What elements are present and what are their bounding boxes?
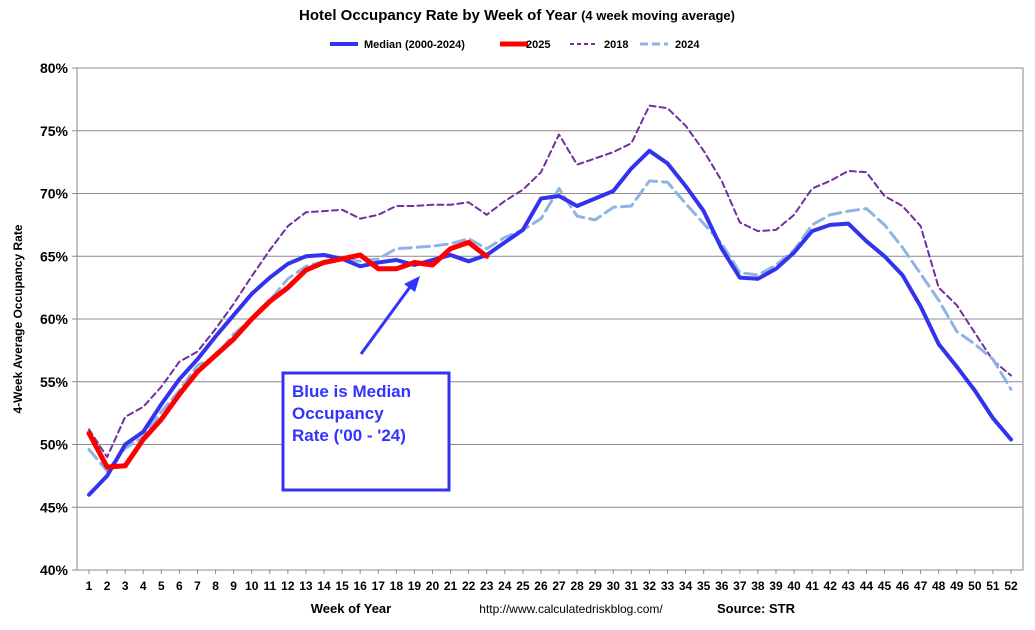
series-line-median-2000-2024 [87,148,1013,497]
annotation-arrow-line [359,286,412,355]
x-tick-label: 24 [498,579,512,593]
y-tick-label: 75% [40,123,69,139]
annotation: Blue is Median Occupancy Rate ('00 - '24) [281,276,451,492]
x-tick-label: 41 [805,579,819,593]
x-tick-label: 50 [968,579,982,593]
y-tick-label: 60% [40,311,69,327]
x-tick-label: 8 [212,579,219,593]
series-line-2024 [87,179,1013,473]
x-tick-label: 14 [317,579,331,593]
y-tick-label: 45% [40,499,69,515]
y-tick-label: 50% [40,437,69,453]
y-tick-label: 55% [40,374,69,390]
y-tick-label: 70% [40,186,69,202]
x-tick-label: 16 [353,579,367,593]
x-axis-label: Week of Year [311,601,391,616]
x-tick-label: 13 [299,579,313,593]
annotation-line: Blue is Median [292,382,411,401]
x-tick-label: 11 [263,579,276,593]
x-tick-label: 32 [643,579,657,593]
x-tick-label: 30 [607,579,621,593]
legend-label: Median (2000-2024) [364,39,465,51]
x-tick-label: 1 [86,579,93,593]
series-line-2025 [86,239,490,470]
y-tick-label: 65% [40,248,69,264]
x-tick-label: 17 [372,579,386,593]
x-tick-label: 33 [661,579,675,593]
x-tick-label: 23 [480,579,494,593]
chart-title-main: Hotel Occupancy Rate by Week of Year [299,7,581,24]
x-tick-label: 43 [842,579,856,593]
source-label: Source: STR [717,601,796,616]
x-tick-label: 18 [390,579,404,593]
gridlines [77,67,1023,571]
x-tick-label: 20 [426,579,440,593]
series-line-2018 [88,104,1012,459]
x-tick-label: 27 [552,579,566,593]
x-tick-label: 2 [104,579,111,593]
x-tick-label: 4 [140,579,147,593]
x-tick-label: 52 [1004,579,1018,593]
chart-title: Hotel Occupancy Rate by Week of Year (4 … [299,7,735,24]
x-tick-label: 10 [245,579,259,593]
x-tick-label: 9 [230,579,237,593]
series-lines [86,104,1013,497]
x-tick-label: 22 [462,579,476,593]
annotation-arrow-head [404,276,420,292]
x-tick-label: 6 [176,579,183,593]
x-tick-label: 48 [932,579,946,593]
x-tick-label: 31 [625,579,639,593]
source-url: http://www.calculatedriskblog.com/ [479,602,663,616]
legend-label: 2024 [675,39,700,51]
legend: Median (2000-2024) 2025 2018 2024 [330,39,700,51]
x-tick-label: 37 [733,579,747,593]
x-tick-label: 12 [281,579,295,593]
y-axis-label: 4-Week Average Occupancy Rate [11,224,25,413]
x-tick-label: 40 [787,579,801,593]
x-tick-label: 15 [335,579,349,593]
x-tick-label: 49 [950,579,964,593]
x-tick-label: 46 [896,579,910,593]
plot-area: 40%45%50%55%60%65%70%75%80% 1 2 3 4 5 6 7 8 9 10 1… [40,60,1024,593]
x-tick-label: 3 [122,579,129,593]
x-tick-label: 51 [986,579,1000,593]
y-axis-ticks: 40% 45% 50% 55% 60% 65% 70% 75% 80% [40,60,77,578]
x-tick-label: 44 [860,579,874,593]
x-tick-label: 19 [408,579,422,593]
legend-label: 2018 [604,39,628,51]
chart-subtitle: (4 week moving average) [581,8,735,23]
x-tick-label: 39 [769,579,783,593]
x-tick-label: 29 [589,579,603,593]
x-tick-label: 38 [751,579,765,593]
x-axis-ticks: 1 2 3 4 5 6 7 8 9 10 11 12 13 14 15 16 17 18 19 20 21 22 23 24 2… [86,570,1018,593]
annotation-text: Blue is Median Occupancy Rate ('00 - '24) [292,382,411,445]
annotation-line: Occupancy [292,404,384,423]
x-tick-label: 45 [878,579,892,593]
x-tick-label: 7 [194,579,201,593]
x-tick-label: 28 [570,579,584,593]
legend-label: 2025 [526,39,550,51]
x-tick-label: 21 [444,579,458,593]
x-tick-label: 25 [516,579,530,593]
x-tick-label: 36 [715,579,729,593]
y-tick-label: 80% [40,60,69,76]
x-tick-label: 5 [158,579,165,593]
x-tick-label: 34 [679,579,693,593]
y-tick-label: 40% [40,562,69,578]
x-tick-label: 47 [914,579,928,593]
annotation-box [281,371,451,492]
x-tick-label: 26 [534,579,548,593]
annotation-line: Rate ('00 - '24) [292,426,406,445]
x-tick-label: 42 [824,579,838,593]
x-tick-label: 35 [697,579,711,593]
